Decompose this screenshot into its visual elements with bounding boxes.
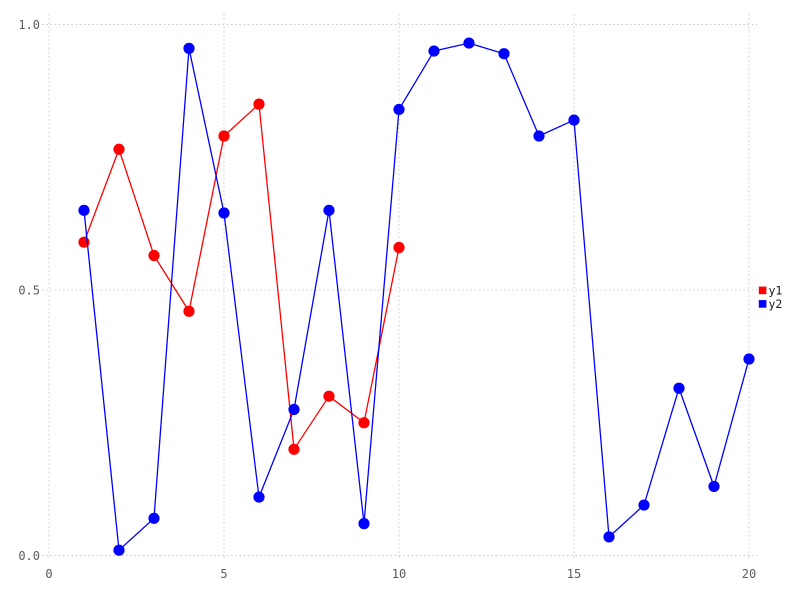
series-y1-point	[358, 417, 370, 429]
series-y2-point	[533, 130, 545, 142]
y-tick-label: 1.0	[18, 18, 40, 32]
series-y1-point	[218, 130, 230, 142]
series-y2-point	[708, 480, 720, 493]
legend-item-y1: y1	[758, 284, 783, 298]
series-y1-point	[393, 241, 405, 254]
series-y1-point	[288, 443, 300, 455]
series-y2-point	[638, 499, 650, 511]
series-y1-point	[148, 249, 160, 262]
axis-tick-labels: 0 5 10 15 20 0.0 0.5 1.0	[18, 18, 756, 581]
series-y1-point	[183, 305, 195, 317]
x-tick-label: 10	[392, 567, 406, 581]
y-tick-label: 0.0	[18, 549, 40, 563]
series-y2-point	[183, 42, 195, 54]
legend-item-y2: y2	[758, 297, 783, 311]
series-y2-point	[743, 353, 755, 365]
series-y2-point	[113, 544, 125, 556]
series-y2-point	[253, 491, 265, 503]
series-y1-point	[323, 390, 335, 402]
series-y2-point	[393, 103, 405, 116]
series-y2-point	[323, 204, 335, 216]
series-y2-point	[568, 114, 580, 126]
series-y2-point	[673, 382, 685, 394]
series-y2-point	[148, 512, 160, 524]
x-tick-label: 0	[45, 567, 52, 581]
y-tick-label: 0.5	[18, 284, 40, 298]
series-y2-point	[498, 48, 510, 60]
series-y2-point	[463, 37, 475, 49]
series-y2-line	[83, 42, 750, 551]
series-y1-point	[113, 143, 125, 155]
legend-label-y2: y2	[769, 297, 783, 311]
x-tick-label: 20	[742, 567, 756, 581]
x-tick-label: 5	[220, 567, 227, 581]
series-y2-point	[218, 207, 230, 219]
series-y2-point	[603, 531, 615, 543]
series-y2-point	[78, 204, 90, 216]
data-series	[78, 37, 755, 556]
grid-lines	[42, 14, 757, 558]
legend-label-y1: y1	[769, 284, 783, 298]
series-y2-point	[428, 45, 440, 57]
series-y1-line	[83, 103, 400, 450]
legend-swatch-y1	[758, 286, 767, 295]
x-tick-label: 15	[567, 567, 581, 581]
series-y2-point	[358, 518, 370, 530]
series-y1-point	[253, 98, 265, 110]
legend-swatch-y2	[758, 300, 767, 308]
series-y2-point	[288, 403, 300, 416]
